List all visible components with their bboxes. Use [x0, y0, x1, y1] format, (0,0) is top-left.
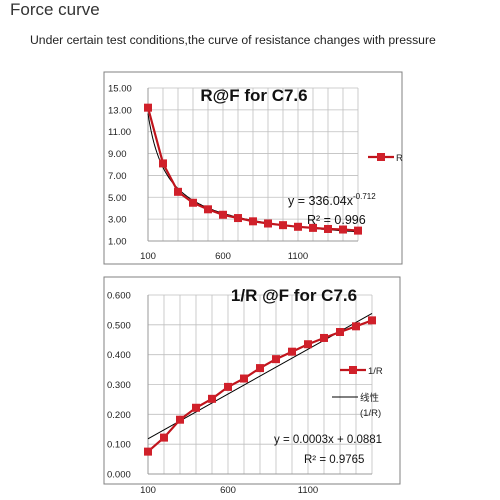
legend-trend-label: (1/R)	[360, 408, 381, 419]
chart-2: 0.600 0.500 0.400 0.300 0.200 0.100 0.000 100 60…	[103, 276, 401, 496]
data-point	[189, 198, 197, 207]
data-point	[208, 394, 216, 403]
data-point	[240, 374, 248, 383]
y-tick-label: 3.00	[108, 215, 127, 226]
trend-r2: R² = 0.996	[307, 213, 366, 227]
data-point	[368, 316, 376, 325]
data-point	[159, 159, 167, 168]
data-point	[288, 347, 296, 356]
page-title: Force curve	[10, 0, 100, 19]
legend-label: R	[396, 153, 403, 164]
x-tick-label: 1100	[298, 485, 318, 496]
x-tick-label: 100	[140, 251, 156, 262]
legend-marker	[349, 366, 357, 374]
legend: 1/R 线性 (1/R)	[332, 366, 383, 419]
data-point	[176, 415, 184, 424]
chart-title: 1/R @F for C7.6	[231, 286, 357, 305]
trend-r2: R² = 0.9765	[304, 454, 364, 466]
x-tick-label: 600	[220, 485, 236, 496]
trend-equation: y = 0.0003x + 0.0881	[274, 434, 382, 446]
legend-marker	[377, 153, 385, 161]
data-point	[304, 340, 312, 349]
data-point	[256, 364, 264, 373]
y-tick-label: 0.600	[107, 291, 131, 302]
y-tick-label: 0.300	[107, 380, 131, 391]
chart-title: R@F for C7.6	[200, 86, 307, 105]
x-tick-label: 100	[140, 485, 156, 496]
y-tick-label: 9.00	[108, 149, 127, 160]
y-tick-label: 11.00	[108, 127, 131, 138]
data-point	[354, 226, 362, 235]
data-point	[309, 223, 317, 232]
y-tick-label: 0.500	[107, 320, 131, 331]
y-tick-label: 0.400	[107, 350, 131, 361]
data-point	[224, 382, 232, 391]
data-point	[234, 214, 242, 223]
data-point	[174, 187, 182, 196]
y-tick-label: 5.00	[108, 193, 127, 204]
chart-1: 15.00 13.00 11.00 9.00 7.00 5.00 3.00 1.00 100 60…	[103, 71, 403, 265]
data-point	[320, 333, 328, 342]
data-point	[339, 225, 347, 234]
x-tick-label: 600	[215, 251, 231, 262]
legend: R	[368, 153, 403, 164]
y-tick-label: 0.100	[107, 440, 131, 451]
data-point	[204, 205, 212, 214]
data-point	[144, 103, 152, 112]
data-point	[249, 217, 257, 226]
data-point	[352, 322, 360, 331]
y-tick-label: 1.00	[108, 237, 127, 248]
y-tick-label: 13.00	[108, 105, 132, 116]
data-point	[160, 433, 168, 442]
data-point	[219, 210, 227, 219]
legend-label: 1/R	[368, 366, 383, 377]
data-point	[324, 224, 332, 233]
page-subtitle: Under certain test conditions,the curve …	[30, 33, 436, 47]
data-point	[264, 219, 272, 228]
legend-trend-label: 线性	[360, 392, 380, 404]
x-tick-label: 1100	[288, 251, 308, 262]
data-point	[144, 447, 152, 456]
data-point	[294, 222, 302, 231]
y-tick-label: 7.00	[108, 171, 127, 182]
y-tick-label: 15.00	[108, 84, 132, 95]
data-point	[279, 221, 287, 230]
data-point	[192, 403, 200, 412]
y-tick-label: 0.200	[107, 410, 131, 421]
data-point	[272, 355, 280, 364]
data-point	[336, 327, 344, 336]
y-tick-label: 0.000	[107, 470, 131, 481]
